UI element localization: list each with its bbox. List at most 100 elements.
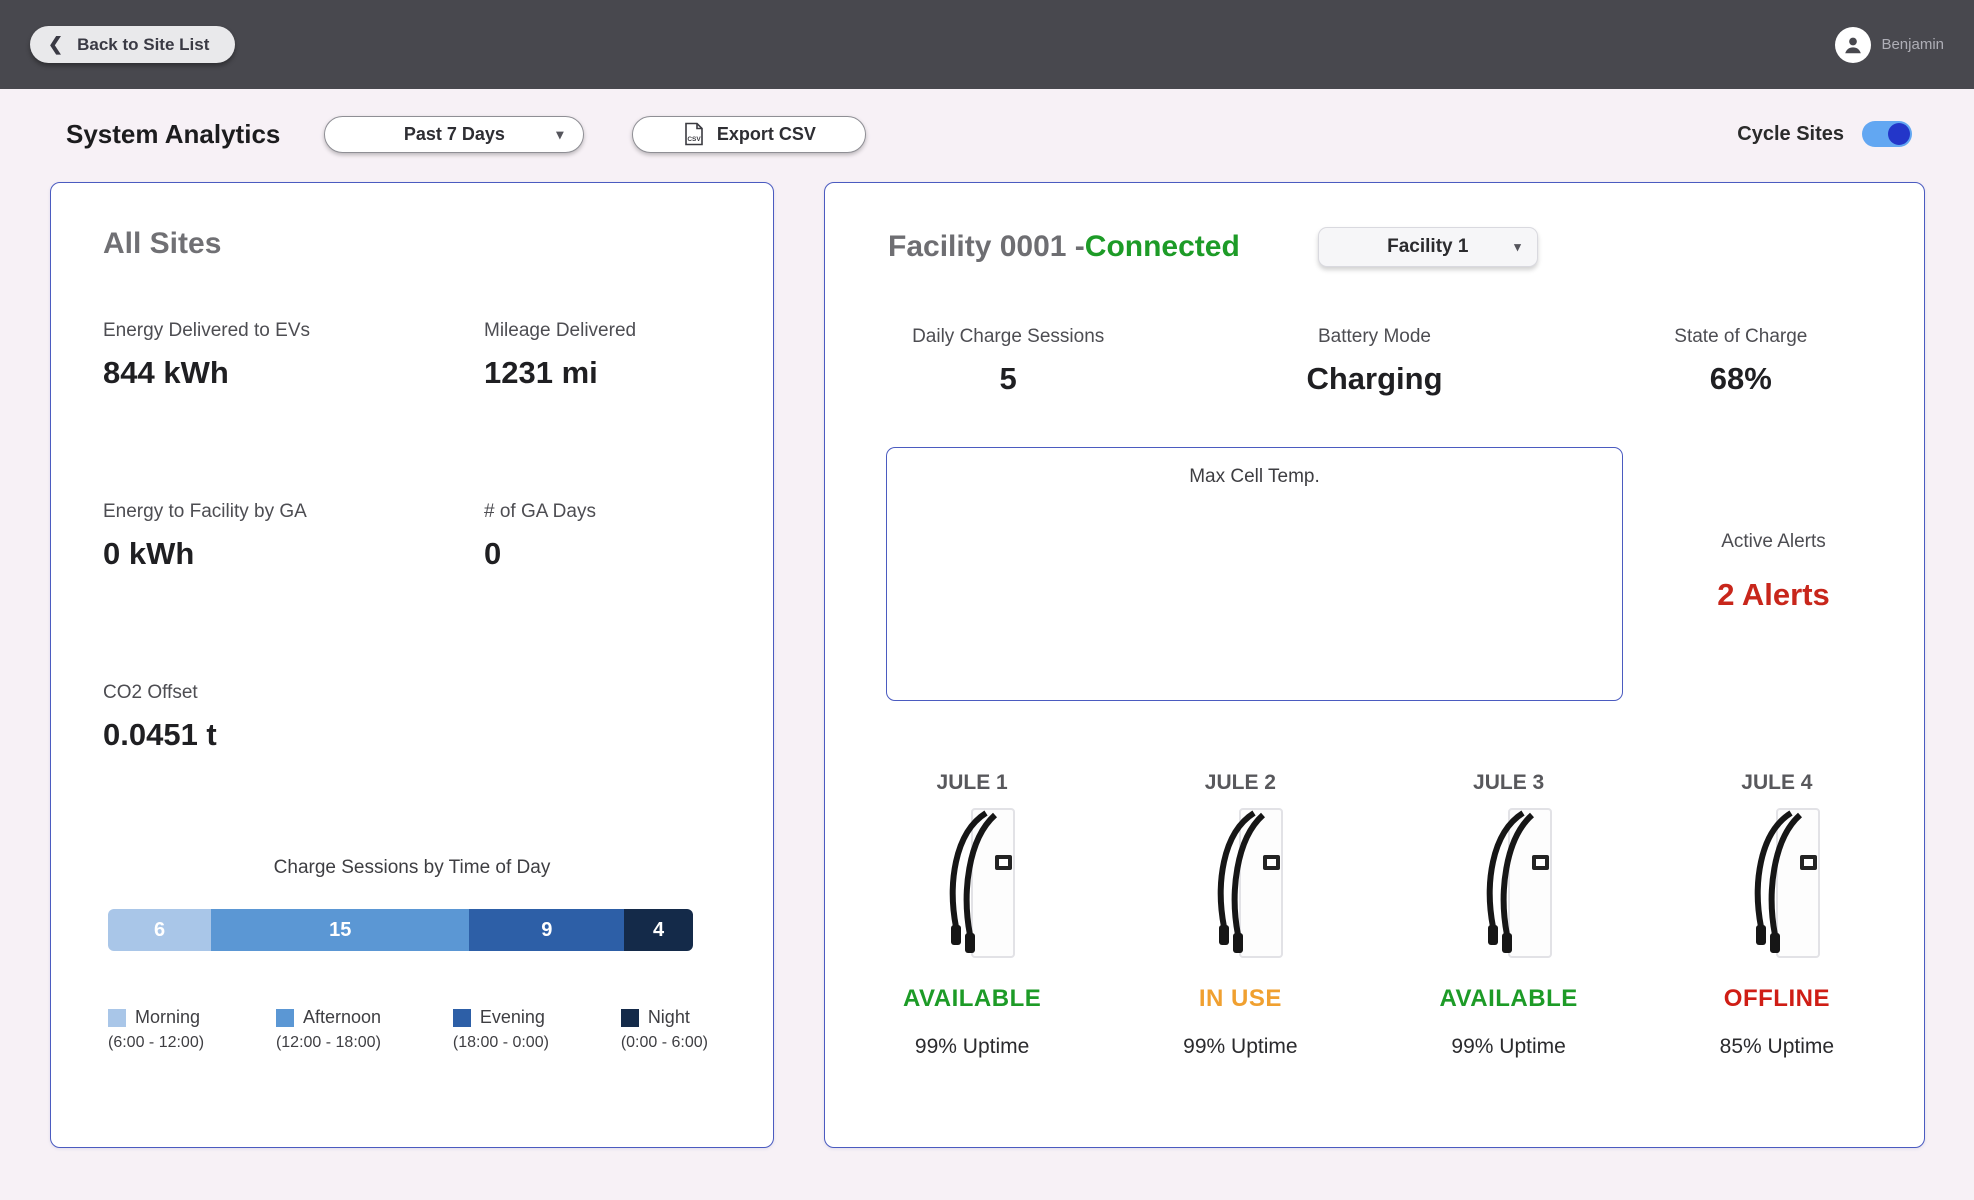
legend-name: Morning: [135, 1007, 201, 1027]
all-sites-title: All Sites: [103, 227, 222, 260]
stat-value: 68%: [1709, 361, 1772, 396]
stat-label: Daily Charge Sessions: [912, 326, 1105, 347]
charge-sessions-chart-title: Charge Sessions by Time of Day: [273, 857, 551, 878]
charger-jule-3: JULE 3 AVAILABLE 99% Uptime: [1375, 771, 1643, 1059]
stat-mileage-delivered: Mileage Delivered 1231 mi: [484, 320, 721, 391]
charger-unit-icon: [1106, 805, 1374, 967]
legend-swatch-afternoon: [275, 1008, 294, 1027]
avatar: [1835, 26, 1872, 63]
bar-segment-afternoon: 15: [211, 909, 470, 951]
stat-value: 0: [484, 536, 502, 571]
stat-value: 1231 mi: [484, 355, 598, 390]
charger-status: OFFLINE: [1723, 985, 1830, 1012]
chevron-down-icon: ▾: [556, 125, 564, 142]
facility-title: Facility 0001 -: [888, 230, 1085, 263]
facility-selector-dropdown[interactable]: Facility 1 ▾: [1317, 227, 1538, 267]
charger-name: JULE 4: [1741, 771, 1813, 794]
charger-status: AVAILABLE: [902, 985, 1042, 1012]
facility-card: Facility 0001 - Connected Facility 1 ▾ D…: [824, 182, 1925, 1148]
facility-connection-status: Connected: [1084, 230, 1240, 263]
svg-text:CSV: CSV: [687, 136, 701, 143]
date-range-dropdown[interactable]: Past 7 Days ▾: [324, 115, 585, 153]
cycle-sites-toggle[interactable]: [1862, 121, 1912, 147]
dashboard-cards: All Sites Energy Delivered to EVs 844 kW…: [50, 182, 1925, 1148]
stat-state-of-charge: State of Charge 68%: [1558, 326, 1924, 397]
facility-stats: Daily Charge Sessions 5 Battery Mode Cha…: [825, 326, 1924, 397]
legend-item-night: Night (0:00 - 6:00): [620, 1007, 708, 1052]
user-name: Benjamin: [1881, 36, 1944, 53]
export-csv-label: Export CSV: [716, 123, 816, 144]
max-cell-temp-chart: Max Cell Temp.: [886, 447, 1623, 701]
stat-energy-to-facility: Energy to Facility by GA 0 kWh: [103, 501, 484, 572]
chargers-row: JULE 1 AVAILABLE 99% Uptime JU: [825, 771, 1924, 1059]
stat-ga-days: # of GA Days 0: [484, 501, 721, 572]
charger-unit-icon: [1375, 805, 1643, 967]
top-bar: ❮ Back to Site List Benjamin: [0, 0, 1974, 89]
date-range-label: Past 7 Days: [403, 123, 505, 144]
export-csv-button[interactable]: CSV Export CSV: [632, 115, 867, 153]
charger-unit-icon: [838, 805, 1106, 967]
charger-name: JULE 1: [936, 771, 1008, 794]
chevron-down-icon: ▾: [1514, 239, 1521, 254]
charger-name: JULE 3: [1473, 771, 1545, 794]
stat-co2-offset: CO2 Offset 0.0451 t: [103, 682, 484, 753]
legend-time-range: (12:00 - 18:00): [275, 1034, 381, 1051]
charger-name: JULE 2: [1204, 771, 1276, 794]
legend-time-range: (0:00 - 6:00): [620, 1034, 708, 1051]
charger-status: AVAILABLE: [1439, 985, 1578, 1012]
charger-jule-4: JULE 4 OFFLINE 85% Uptime: [1643, 771, 1911, 1059]
stat-label: Battery Mode: [1317, 326, 1431, 347]
stat-value: 0.0451 t: [103, 717, 217, 752]
page-header: System Analytics Past 7 Days ▾ CSV Expor…: [66, 113, 1912, 155]
back-button-label: Back to Site List: [77, 34, 210, 54]
charger-jule-1: JULE 1 AVAILABLE 99% Uptime: [838, 771, 1106, 1059]
stat-label: State of Charge: [1674, 326, 1808, 347]
stat-value: Charging: [1306, 361, 1443, 396]
legend-swatch-night: [620, 1008, 639, 1027]
legend-swatch-evening: [452, 1008, 471, 1027]
back-to-site-list-button[interactable]: ❮ Back to Site List: [30, 26, 236, 63]
charge-sessions-stacked-bar: 6 15 9 4: [108, 909, 693, 951]
stat-label: Energy Delivered to EVs: [103, 320, 310, 341]
cycle-sites-label: Cycle Sites: [1737, 122, 1844, 145]
active-alerts-panel: Active Alerts 2 Alerts: [1623, 447, 1924, 701]
stat-daily-sessions: Daily Charge Sessions 5: [825, 326, 1191, 397]
stat-value: 844 kWh: [103, 355, 229, 390]
stat-battery-mode: Battery Mode Charging: [1191, 326, 1557, 397]
stat-label: Energy to Facility by GA: [103, 501, 307, 522]
legend-item-afternoon: Afternoon (12:00 - 18:00): [275, 1007, 381, 1052]
active-alerts-value: 2 Alerts: [1717, 577, 1830, 612]
page-title: System Analytics: [66, 118, 281, 149]
legend-item-morning: Morning (6:00 - 12:00): [108, 1007, 204, 1052]
active-alerts-label: Active Alerts: [1721, 531, 1826, 552]
charger-unit-icon: [1643, 805, 1911, 967]
charger-uptime: 85% Uptime: [1719, 1035, 1835, 1058]
legend-swatch-morning: [108, 1008, 126, 1027]
stat-label: # of GA Days: [484, 501, 596, 522]
charger-uptime: 99% Uptime: [1183, 1035, 1298, 1058]
chevron-left-icon: ❮: [48, 34, 64, 54]
charger-jule-2: JULE 2 IN USE 99% Uptime: [1106, 771, 1374, 1059]
legend-name: Evening: [479, 1007, 545, 1027]
charger-uptime: 99% Uptime: [914, 1035, 1030, 1058]
stat-energy-delivered: Energy Delivered to EVs 844 kWh: [103, 320, 484, 391]
user-menu[interactable]: Benjamin: [1835, 26, 1944, 63]
facility-mid-row: Max Cell Temp. Active Alerts 2 Alerts: [825, 447, 1924, 701]
stat-label: CO2 Offset: [103, 682, 198, 703]
csv-file-icon: CSV: [685, 122, 703, 146]
legend-time-range: (18:00 - 0:00): [452, 1034, 549, 1051]
all-sites-card: All Sites Energy Delivered to EVs 844 kW…: [50, 182, 774, 1148]
chart-legend: Morning (6:00 - 12:00) Afternoon (12:00 …: [108, 1007, 708, 1052]
stat-label: Mileage Delivered: [484, 320, 637, 341]
legend-time-range: (6:00 - 12:00): [108, 1034, 205, 1051]
bar-segment-night: 4: [624, 909, 693, 951]
legend-name: Night: [647, 1007, 690, 1027]
charger-uptime: 99% Uptime: [1451, 1035, 1566, 1058]
facility-header: Facility 0001 - Connected Facility 1 ▾: [825, 227, 1924, 267]
charger-status: IN USE: [1198, 985, 1282, 1012]
toggle-knob: [1888, 123, 1910, 145]
legend-name: Afternoon: [302, 1007, 381, 1027]
person-icon: [1845, 37, 1862, 53]
facility-selector-label: Facility 1: [1387, 236, 1469, 257]
bar-segment-evening: 9: [469, 909, 625, 951]
